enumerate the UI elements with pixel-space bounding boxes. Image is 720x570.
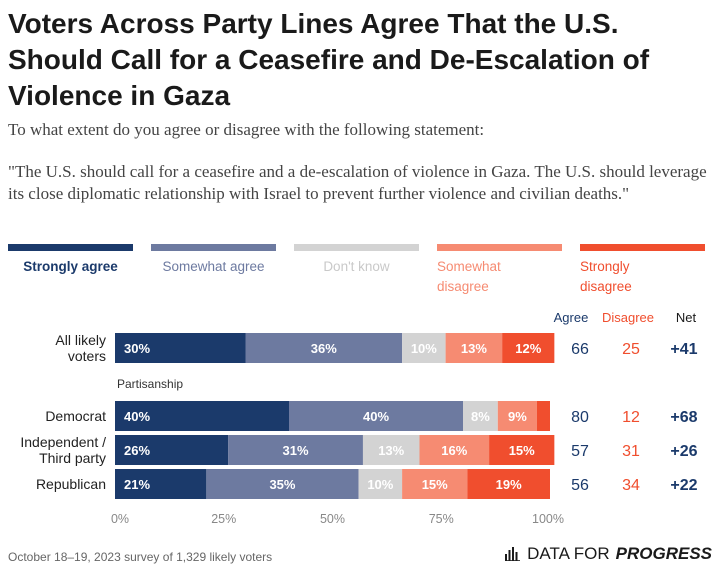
legend-swatch-4 [580,244,705,251]
survey-note: October 18–19, 2023 survey of 1,329 like… [8,550,273,564]
legend-swatch-1 [151,244,276,251]
summary-header-0: Agree [554,310,589,325]
brand-prefix: DATA FOR [527,544,610,563]
disagree-value-1: 12 [622,409,640,426]
x-tick-3: 75% [429,512,454,526]
net-value-3: +22 [670,477,697,494]
bar-2-3 [419,435,490,465]
question-text: To what extent do you agree or disagree … [8,120,485,139]
legend-swatch-2 [294,244,419,251]
bar-label-3-4: 19% [496,477,522,492]
bar-label-0-4: 12% [515,341,541,356]
bar-0-2 [402,333,446,363]
bar-1-4 [536,401,550,431]
bar-label-1-2: 8% [471,409,490,424]
bar-label-1-1: 40% [363,409,389,424]
net-value-0: +41 [670,341,697,358]
x-tick-1: 25% [211,512,236,526]
bar-label-2-0: 26% [124,443,150,458]
legend-label-4: Strongly disagree [580,259,632,294]
bar-3-0 [115,469,207,499]
bar-1-0 [115,401,289,431]
bar-2-2 [362,435,420,465]
legend-label-1: Somewhat agree [162,259,264,274]
disagree-value-0: 25 [622,341,640,358]
bar-1-3 [497,401,537,431]
bar-0-4 [502,333,555,363]
legend-swatch-0 [8,244,133,251]
net-value-2: +26 [670,443,697,460]
bar-1-1 [289,401,463,431]
bar-label-0-1: 36% [311,341,337,356]
bar-label-0-2: 10% [411,341,437,356]
bar-label-3-1: 35% [269,477,295,492]
stacked-bar-chart: Strongly agree Somewhat agree Don't know So… [8,244,705,526]
agree-value-0: 66 [571,341,589,358]
brand-emphasis: PROGRESS [615,544,712,563]
bar-label-3-2: 10% [367,477,393,492]
bar-label-2-1: 31% [283,443,309,458]
agree-value-2: 57 [571,443,589,460]
bar-0-0 [115,333,246,363]
x-tick-0: 0% [111,512,129,526]
summary-header-2: Net [676,310,697,325]
net-value-1: +68 [670,409,697,426]
bar-label-3-0: 21% [124,477,150,492]
bar-label-2-3: 16% [441,443,467,458]
bar-label-2-2: 13% [378,443,404,458]
bar-3-2 [358,469,403,499]
agree-value-1: 80 [571,409,589,426]
legend-label-3: Somewhat disagree [437,259,501,294]
category-label-2: Independent / Third party [20,434,106,466]
agree-value-3: 56 [571,477,589,494]
bar-0-3 [445,333,503,363]
disagree-value-2: 31 [622,443,640,460]
bar-label-0-0: 30% [124,341,150,356]
legend-label-0: Strongly agree [23,259,118,274]
bar-2-4 [489,435,555,465]
bar-label-2-4: 15% [509,443,535,458]
category-label-0: All likely voters [55,332,106,364]
chart-title: Voters Across Party Lines Agree That the… [8,8,650,111]
bar-1-2 [463,401,498,431]
legend-swatch-3 [437,244,562,251]
bar-2-1 [228,435,363,465]
bar-3-1 [206,469,359,499]
category-label-1: Democrat [45,408,106,424]
disagree-value-3: 34 [622,477,640,494]
x-tick-4: 100% [532,512,564,526]
bar-2-0 [115,435,229,465]
bar-3-4 [467,469,550,499]
bar-3-3 [402,469,468,499]
bar-0-1 [245,333,403,363]
bar-label-0-3: 13% [461,341,487,356]
summary-header-1: Disagree [602,310,654,325]
bar-label-3-3: 15% [422,477,448,492]
brand-logo: DATA FOR PROGRESS [505,544,712,564]
statement-text: "The U.S. should call for a ceasefire an… [8,162,707,203]
bar-label-1-0: 40% [124,409,150,424]
category-label-3: Republican [36,476,106,492]
group-label: Partisanship [117,377,183,391]
x-tick-2: 50% [320,512,345,526]
legend-label-2: Don't know [323,259,390,274]
bar-chart-icon [505,547,521,561]
bar-label-1-3: 9% [508,409,527,424]
